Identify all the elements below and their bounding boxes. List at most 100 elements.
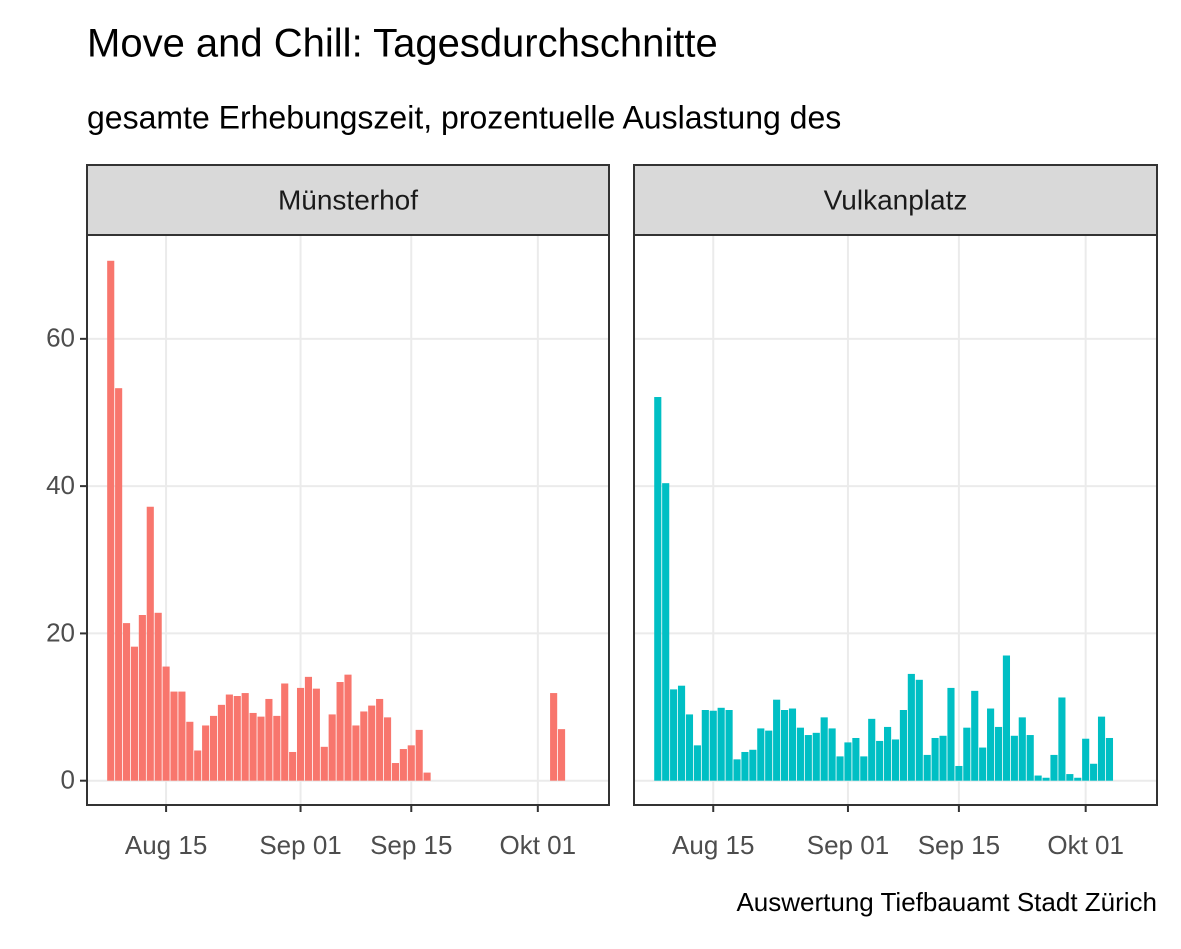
bar [162,666,170,781]
bar [955,765,963,781]
bar [979,747,987,781]
bar [368,705,376,781]
bar [146,506,154,781]
bar [963,727,971,781]
bar [907,673,915,781]
bar [844,742,852,781]
y-tick-label: 60 [46,323,75,353]
bar [757,728,765,781]
bar [1026,735,1034,781]
chart-subtitle: gesamte Erhebungszeit, prozentuelle Ausl… [87,99,841,135]
bar [1050,754,1058,781]
bar [296,687,305,781]
bar [773,699,781,781]
bar [273,715,281,781]
x-tick-label: Sep 15 [370,830,452,860]
facet-label: Münsterhof [278,184,418,215]
bar [1074,777,1082,781]
bar [328,714,336,781]
bar [209,715,218,781]
bar [994,726,1003,781]
bar [987,708,995,781]
bar [249,712,257,781]
bar [1097,716,1106,781]
bar [1066,774,1074,781]
bar [391,763,400,781]
bar [336,682,344,781]
bar [376,698,384,781]
bar [749,749,757,781]
bar [852,737,860,781]
bar [360,711,368,781]
bar [289,751,297,781]
y-tick-label: 40 [46,470,75,500]
bar [557,729,566,781]
bar [709,710,717,781]
bar [868,718,876,781]
bar [217,704,226,781]
bar [304,676,313,781]
bar [1105,737,1114,781]
bar [1002,655,1011,781]
bar [130,646,139,781]
bar [677,685,686,781]
bar [796,727,804,781]
bar [194,750,202,781]
bar [423,772,431,781]
x-tick-label: Sep 01 [807,830,889,860]
x-tick-label: Aug 15 [125,830,207,860]
bar [884,726,892,781]
bar [107,260,115,781]
x-tick-label: Sep 15 [918,830,1000,860]
bar [352,725,360,781]
x-tick-label: Okt 01 [500,830,577,860]
bar [170,691,178,781]
bar [701,710,709,781]
bar [407,745,415,781]
bar [241,693,249,781]
bar [828,728,836,781]
facet-strip [633,164,1158,236]
bar [1010,735,1018,781]
facet-label: Vulkanplatz [824,184,968,215]
bar [383,717,392,781]
bar [1042,777,1050,781]
bar [1082,738,1090,781]
bar [891,739,900,781]
bar [741,751,749,781]
bar [685,714,694,781]
bar [947,687,955,781]
bar [138,615,146,781]
bar [662,483,670,781]
bar [836,756,844,781]
bar [812,732,820,781]
bar [233,696,241,781]
bar [320,746,328,781]
chart-title: Move and Chill: Tagesdurchschnitte [87,22,718,66]
bar [670,689,678,781]
bar [876,740,884,781]
bar [415,729,423,781]
bar [186,721,194,781]
y-tick-label: 0 [61,765,75,795]
bar [899,710,907,781]
bar [860,756,868,781]
bar [257,716,265,781]
bar [1058,697,1066,781]
caption: Auswertung Tiefbauamt Stadt Zürich [736,887,1157,917]
bar [154,612,162,781]
bar [281,683,289,781]
bar [915,679,923,781]
bar [399,749,407,781]
bar [202,725,210,781]
bar [654,397,662,781]
x-tick-label: Okt 01 [1047,830,1124,860]
bar [733,759,741,781]
bar [765,730,773,781]
bar [265,698,273,781]
bar [923,754,931,781]
bar [178,691,186,781]
bar [1018,717,1026,781]
bar [725,710,733,781]
